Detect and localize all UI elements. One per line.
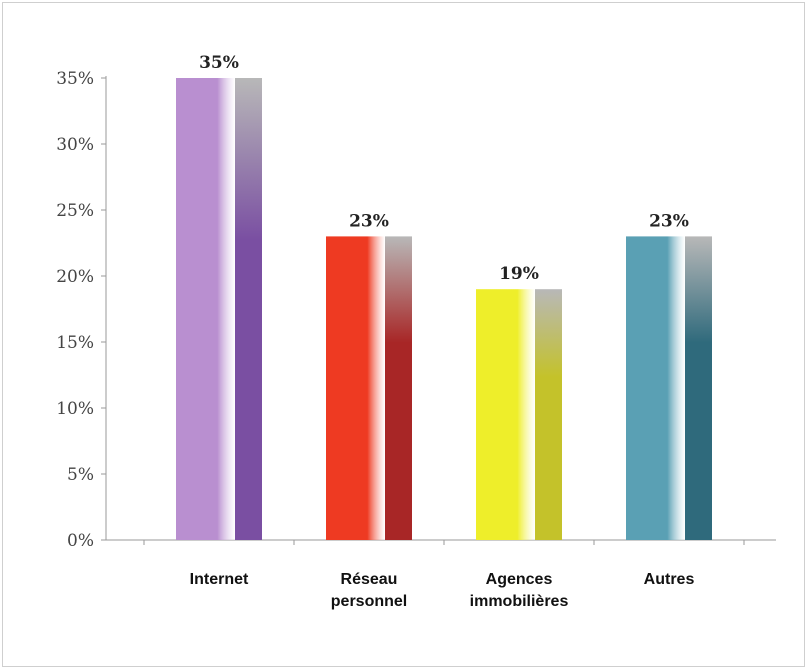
y-tick-label: 0%	[67, 531, 94, 551]
bar-shade	[235, 78, 262, 540]
y-tick-label: 20%	[56, 267, 94, 287]
data-label: 35%	[199, 53, 239, 73]
bar-front	[626, 236, 685, 540]
bar-front	[476, 289, 535, 540]
bars	[176, 78, 712, 540]
y-tick-label: 25%	[56, 201, 94, 221]
data-label: 19%	[499, 264, 539, 284]
y-tick-label: 15%	[56, 333, 94, 353]
x-category-label: Internet	[190, 571, 249, 588]
y-tick-label: 35%	[56, 69, 94, 89]
y-tick-label: 10%	[56, 399, 94, 419]
data-label: 23%	[649, 211, 689, 231]
labels: 35% Internet 23% Réseau personnel 19% Agences i…	[190, 53, 695, 610]
y-tick-label: 5%	[67, 465, 94, 485]
bar-shade	[535, 289, 562, 540]
x-category-label: Agences immobilières	[470, 571, 569, 610]
data-label: 23%	[349, 211, 389, 231]
bar-front	[326, 236, 385, 540]
y-tick-label: 30%	[56, 135, 94, 155]
bar-shade	[385, 236, 412, 540]
bar-front	[176, 78, 235, 540]
x-category-label: Autres	[644, 571, 695, 588]
bar-shade	[685, 236, 712, 540]
x-category-label: Réseau personnel	[331, 571, 407, 610]
